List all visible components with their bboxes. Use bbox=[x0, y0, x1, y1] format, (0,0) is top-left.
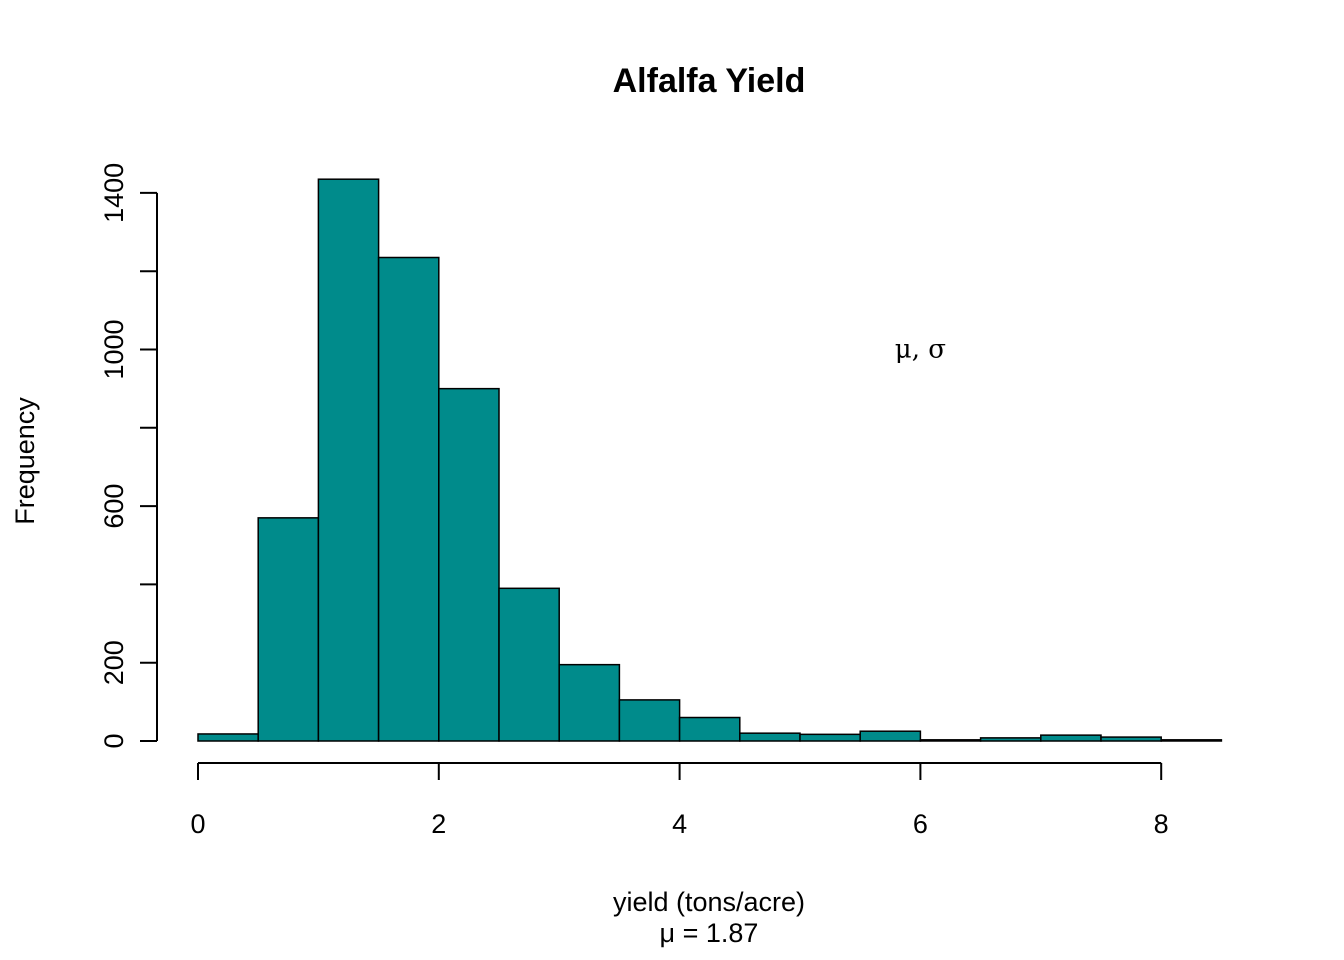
histogram-bar-3 bbox=[377, 256, 440, 742]
x-tick-label-2: 2 bbox=[431, 809, 446, 839]
histogram-bar-9 bbox=[739, 732, 801, 742]
histogram-bar-15 bbox=[1100, 736, 1162, 742]
histogram-bar-16 bbox=[1160, 739, 1223, 742]
histogram-bar-7 bbox=[618, 699, 681, 742]
mu-sigma-annotation: μ, σ bbox=[895, 335, 946, 365]
x-tick-label-0: 0 bbox=[190, 809, 205, 839]
y-tick-label-600: 600 bbox=[99, 484, 129, 529]
histogram-bar-8 bbox=[678, 716, 741, 742]
histogram-bar-2 bbox=[317, 178, 380, 742]
histogram-bar-13 bbox=[979, 737, 1042, 742]
x-tick-label-8: 8 bbox=[1154, 809, 1169, 839]
x-tick-label-6: 6 bbox=[913, 809, 928, 839]
y-tick-label-200: 200 bbox=[99, 640, 129, 685]
y-tick-label-0: 0 bbox=[99, 733, 129, 748]
y-axis: 0 200 600 1000 1400 bbox=[99, 163, 158, 749]
x-axis: 0 2 4 6 8 bbox=[190, 762, 1169, 839]
mean-subtitle: μ = 1.87 bbox=[660, 918, 759, 948]
y-tick-label-1000: 1000 bbox=[99, 319, 129, 379]
histogram-bar-10 bbox=[799, 733, 861, 742]
chart-title: Alfalfa Yield bbox=[613, 62, 806, 100]
bars-group bbox=[197, 178, 1223, 742]
histogram-bar-12 bbox=[919, 739, 982, 742]
histogram-bar-6 bbox=[558, 663, 621, 742]
histogram-bar-14 bbox=[1040, 734, 1102, 742]
histogram-bar-0 bbox=[197, 733, 259, 742]
histogram-bar-1 bbox=[257, 517, 320, 742]
y-axis-label: Frequency bbox=[10, 397, 40, 525]
x-axis-label: yield (tons/acre) bbox=[613, 887, 805, 917]
histogram-bar-11 bbox=[859, 730, 922, 742]
histogram-bar-4 bbox=[438, 387, 500, 742]
histogram-bar-5 bbox=[498, 587, 560, 742]
y-tick-label-1400: 1400 bbox=[99, 163, 129, 223]
x-tick-label-4: 4 bbox=[672, 809, 687, 839]
